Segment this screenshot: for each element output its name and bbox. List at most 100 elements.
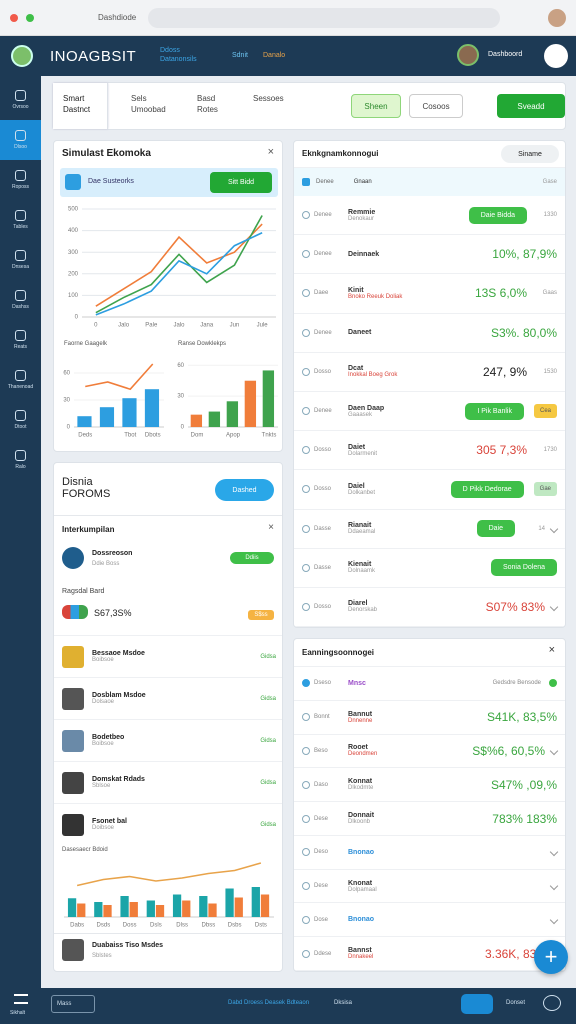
label: Dosso xyxy=(314,603,332,610)
list-row[interactable]: Bonnt Bannut Dnnenne S41K, 83,5% xyxy=(294,701,565,735)
chat-icon[interactable] xyxy=(543,995,561,1011)
pill[interactable]: Sonia Dolena xyxy=(490,559,557,577)
pill[interactable]: Daie xyxy=(476,520,515,538)
row-value: S47% ,09,% xyxy=(490,777,557,792)
pill[interactable]: Daie Bidda xyxy=(468,206,527,224)
pill[interactable] xyxy=(461,994,493,1014)
badge: Cea xyxy=(533,404,557,419)
forum-item[interactable]: Domskat Rdads Sblsoe Gidsa xyxy=(54,761,282,803)
status-dot xyxy=(302,679,310,688)
list-row[interactable]: Dseso Mnsc Gedsdre Bensode xyxy=(294,667,565,701)
row-text: Daiet Dolarmenit xyxy=(348,444,476,457)
list-row[interactable]: Dose Bnonao xyxy=(294,903,565,938)
tab[interactable]: Smart Dastnct xyxy=(53,83,108,129)
list-row[interactable]: Denee Remmie Denokaur Daie Bidda 1330 xyxy=(294,196,565,236)
sidebar-item[interactable]: Reats xyxy=(0,320,41,360)
bar xyxy=(182,900,191,917)
list-row[interactable]: Dosso Dcat Inokkal Boeg Grok 247, 9% 1530 xyxy=(294,353,565,392)
nav-item[interactable]: Ddoss Datanonsils xyxy=(160,46,197,64)
row-icon xyxy=(302,211,310,220)
list-row[interactable]: Dese Donnait Dlkoonb 783% 183% xyxy=(294,802,565,836)
row-icon xyxy=(302,713,310,722)
list-row[interactable]: Daso Konnat Dlkodmte S47% ,09,% xyxy=(294,768,565,803)
nav-line: Sdnit xyxy=(232,52,248,59)
forum-item[interactable]: Fsonet bal Doibsoe Gidsa xyxy=(54,803,282,845)
tab[interactable]: Sessoes xyxy=(243,83,303,129)
row-label: Dseso xyxy=(302,679,348,688)
line xyxy=(85,363,154,391)
x-tick-label: Jalo xyxy=(118,323,130,329)
pill[interactable]: I Pik Banlik xyxy=(465,402,524,420)
sidebar-item[interactable]: Tables xyxy=(0,200,41,240)
row-value: S41K, 83,5% xyxy=(486,710,557,725)
rows: Dseso Mnsc Gedsdre Bensode Bonnt Bannut Dnnen… xyxy=(294,667,565,971)
bar xyxy=(172,894,182,917)
forum-item[interactable]: Bessaoe Msdoe Boibsoe Gidsa xyxy=(54,635,282,677)
tab-label: Sels xyxy=(131,94,147,103)
list-row[interactable]: Dese Knonat Dolpamaal xyxy=(294,870,565,904)
chart-title: Dasesaecr Bdoid xyxy=(62,847,108,853)
nav-item[interactable]: Sdnit xyxy=(232,51,248,60)
row-meta: Gase xyxy=(542,179,557,185)
close[interactable]: × xyxy=(268,522,274,533)
row-icon xyxy=(302,178,310,186)
y-tick-label: 200 xyxy=(68,271,79,277)
label: Denee xyxy=(316,179,334,185)
list-row[interactable]: Dasse Rianait Ddaeamal Daie 14 xyxy=(294,510,565,549)
link[interactable]: Dksisa xyxy=(334,1000,353,1006)
list-row[interactable]: Ddese Bannst Dnnakeel 3.36K, 83,3% xyxy=(294,937,565,971)
sidebar-item[interactable]: Ralo xyxy=(0,440,41,480)
browser-bar: Dashdiode xyxy=(0,0,576,36)
tab[interactable]: Basd Rotes xyxy=(187,83,237,129)
button[interactable]: Sveadd xyxy=(497,94,565,118)
label: Dosso xyxy=(314,486,332,493)
sidebar-item[interactable]: Ovrsoo xyxy=(0,80,41,120)
list-row[interactable]: Dosso Daiet Dolarmenit 305 7,3% 1730 xyxy=(294,431,565,471)
tab[interactable]: Sels Umoobad xyxy=(121,83,181,129)
forum-item[interactable]: Dosblam Msdoe Dolsaoe Gidsa xyxy=(54,677,282,719)
button[interactable]: Cosoos xyxy=(409,94,463,118)
row-sub: Dolpamaal xyxy=(348,886,377,893)
row-sub: Denokaur xyxy=(348,215,375,222)
avatar xyxy=(548,9,566,27)
sidebar-item[interactable]: Dtoot xyxy=(0,400,41,440)
title-line: FOROMS xyxy=(62,488,111,500)
row-name: Konnat xyxy=(348,778,373,786)
right-link[interactable]: Donset xyxy=(506,1000,526,1006)
chart-title: Faorne Gaagelk xyxy=(64,341,108,347)
box-button[interactable]: Mass xyxy=(51,995,95,1013)
list-row[interactable]: Denee Daen Daap Gaaasek I Pik Banlik Cea xyxy=(294,392,565,432)
row-name: Bannst xyxy=(348,947,372,955)
button[interactable]: Siname xyxy=(501,145,559,163)
banner-button[interactable]: Sitt Bidd xyxy=(210,172,272,193)
list-row[interactable]: Dosso Diarel Denorskab S07% 83% xyxy=(294,588,565,627)
sidebar-item[interactable]: Dashss xyxy=(0,280,41,320)
sidebar-item[interactable]: Roposs xyxy=(0,160,41,200)
forum-item[interactable]: Bodetbeo Boibsoe Gidsa xyxy=(54,719,282,761)
list-row[interactable]: Denee Deinnaek 10%, 87,9% xyxy=(294,235,565,275)
add-button[interactable]: + xyxy=(534,940,568,974)
list-row[interactable]: Denee Daneet S3%. 80,0% xyxy=(294,314,565,353)
sidebar-item[interactable]: Dnsesa xyxy=(0,240,41,280)
pill[interactable]: D Pikk Dedorae xyxy=(450,480,524,498)
close[interactable]: × xyxy=(548,644,555,656)
row-text: Mnsc xyxy=(348,680,493,687)
list-row[interactable]: Dasse Kienait Dolnaamk Sonia Dolena xyxy=(294,549,565,588)
sidebar-item[interactable]: Dlsoo xyxy=(0,120,41,160)
x-tick-label: Dsbs xyxy=(228,923,242,929)
list-row[interactable]: Beso Rooet Deondmen S$%6, 60,5% xyxy=(294,735,565,769)
button[interactable]: Sheen xyxy=(351,94,401,118)
close[interactable]: × xyxy=(267,146,274,158)
center-link[interactable]: Dabd Droess Deasek Bdteaon xyxy=(228,1000,310,1006)
bar xyxy=(99,407,115,427)
list-row[interactable]: Daee Kinit Bnoko Reeuk Doliak 13S 6,0% Gaas xyxy=(294,274,565,314)
forums-card: Disnia FOROMS Dashed Interkumpilan × Dossreos… xyxy=(53,462,283,972)
list-row[interactable]: Dosso Daiel Dolkanbet D Pikk Dedorae Gae xyxy=(294,470,565,510)
row-name: Rianait xyxy=(348,522,372,530)
nav-item[interactable]: Danalo xyxy=(263,51,285,60)
list-row[interactable]: Deso Bnonao xyxy=(294,836,565,870)
sidebar-item[interactable]: Thanenoad xyxy=(0,360,41,400)
button[interactable]: Dashed xyxy=(215,479,274,501)
sidebar-label: Dashss xyxy=(12,304,29,310)
row-sub: Dlkodmte xyxy=(348,785,374,792)
